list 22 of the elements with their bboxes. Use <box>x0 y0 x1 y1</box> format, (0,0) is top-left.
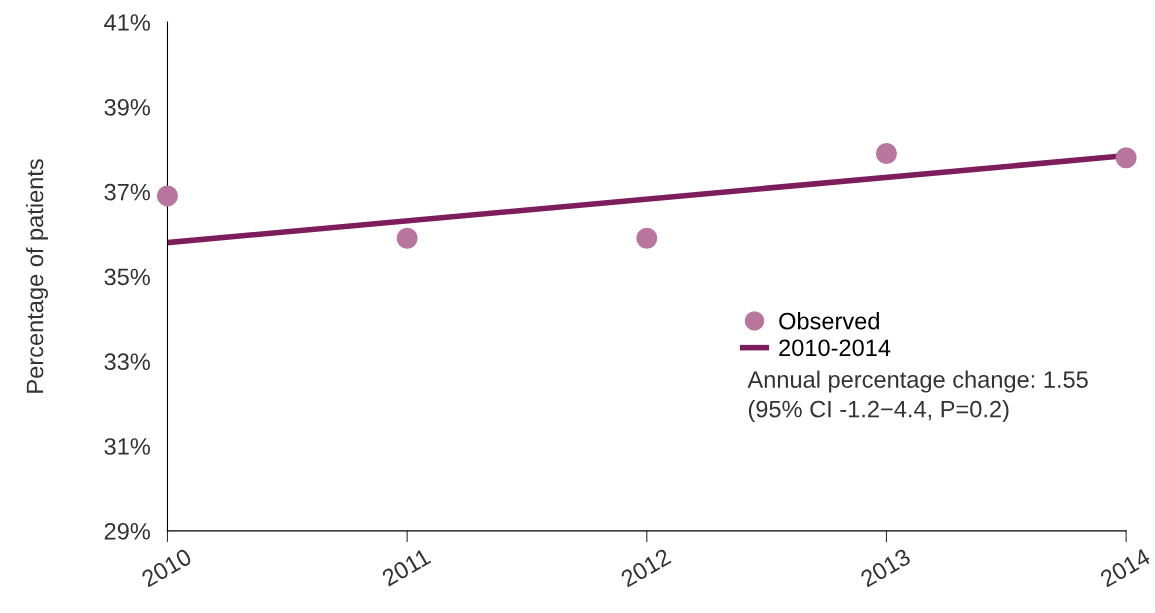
x-tick-label: 2012 <box>619 547 672 588</box>
y-tick-label: 39% <box>104 98 150 116</box>
x-tick-label: 2013 <box>859 547 912 588</box>
legend-label: Observed <box>779 312 879 330</box>
annotation: (95% CI -1.2−4.4, P=0.2) <box>748 400 1009 423</box>
point <box>1115 147 1137 169</box>
point <box>636 227 658 249</box>
x-tick-label: 2011 <box>380 547 432 587</box>
point <box>396 227 418 249</box>
y-tick-label: 29% <box>104 522 150 540</box>
legend-label: 2010-2014 <box>779 339 891 357</box>
y-tick-label: 33% <box>104 353 150 371</box>
x-tick-label: 2010 <box>140 547 193 588</box>
point <box>875 142 897 165</box>
y-tick-label: 41% <box>104 14 150 31</box>
x-tick-label: 2014 <box>1099 547 1152 588</box>
point <box>156 185 178 207</box>
y-tick-label: 35% <box>104 268 150 286</box>
y-tick-label: 31% <box>104 438 150 455</box>
annotation: Annual percentage change: 1.55 <box>747 370 1088 393</box>
y-tick-label: 37% <box>104 183 150 201</box>
y-axis-title: Percentage of patients <box>25 159 48 393</box>
